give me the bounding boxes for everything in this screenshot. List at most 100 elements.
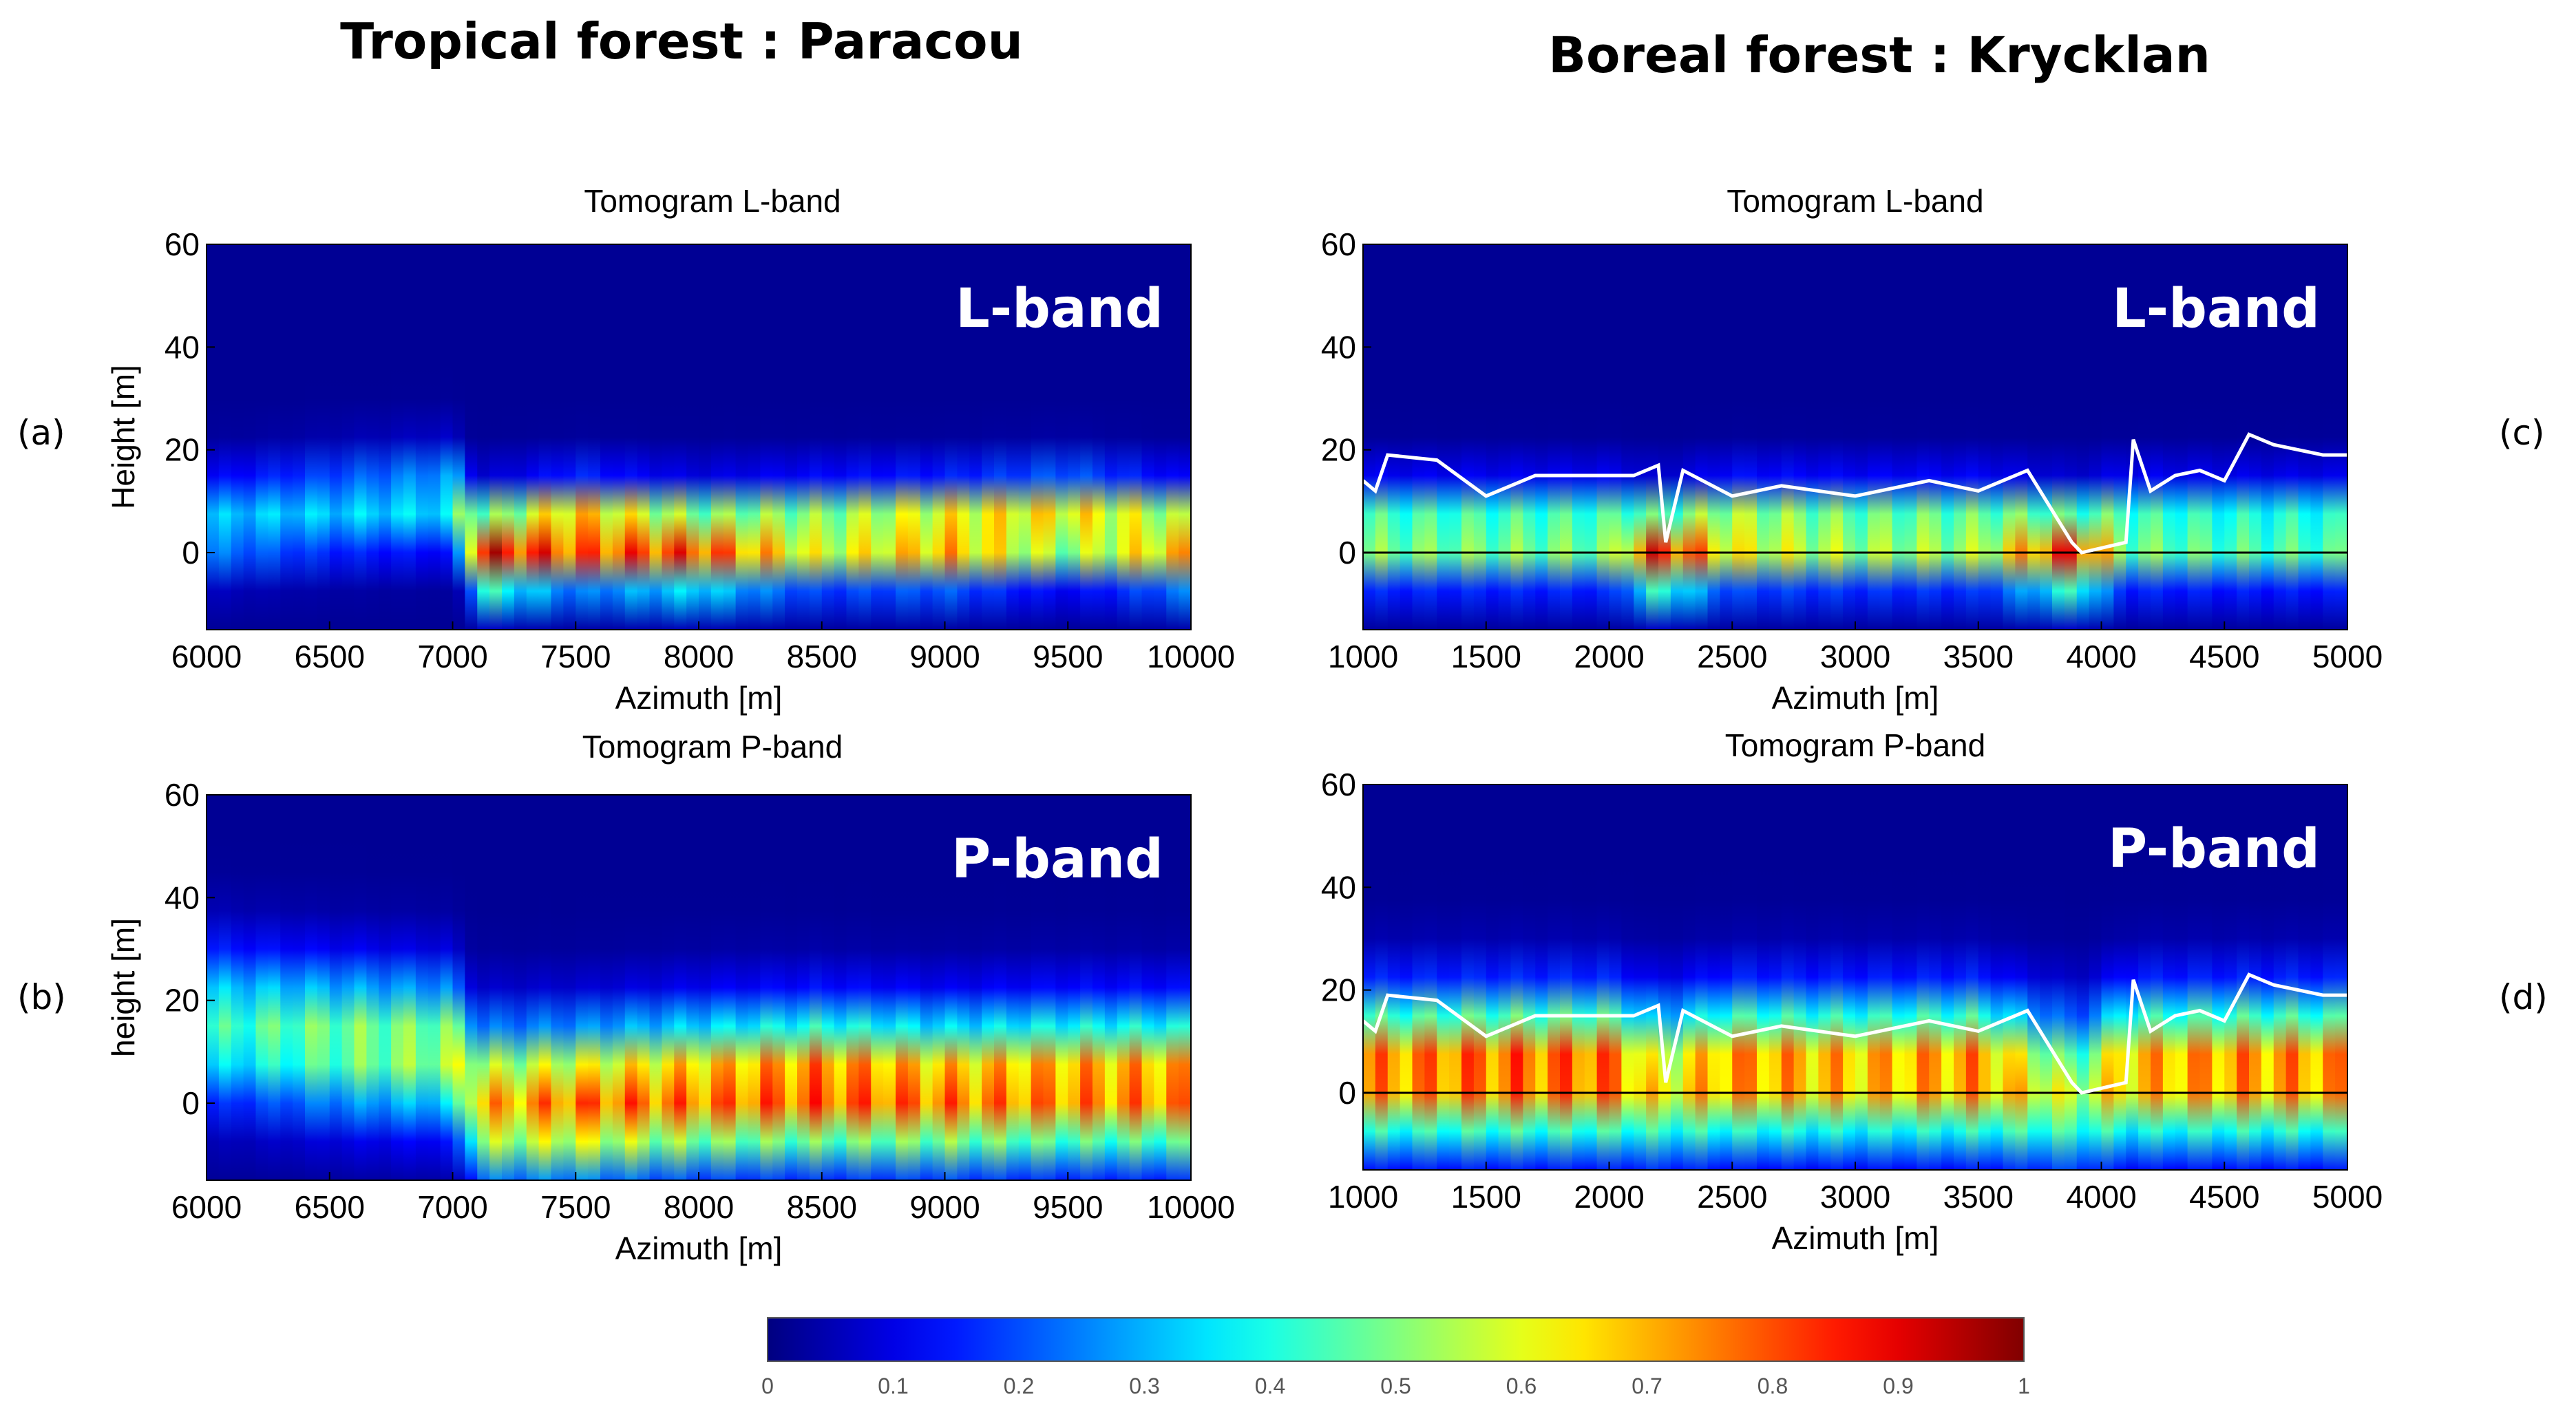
- band-label: P-band: [951, 829, 1163, 890]
- tomogram-column: [809, 795, 823, 1180]
- tomogram-column: [1867, 244, 1881, 630]
- tomogram-column: [1658, 785, 1671, 1170]
- tomogram-column: [1744, 244, 1757, 630]
- tomogram-column: [674, 244, 687, 630]
- tomogram-column: [2089, 785, 2102, 1170]
- tomogram-column: [662, 795, 675, 1180]
- tomogram-column: [674, 795, 687, 1180]
- tomogram-column: [1486, 244, 1499, 630]
- tomogram-column: [883, 244, 896, 630]
- tomogram-column: [2187, 785, 2201, 1170]
- colorbar-tick-label: 0.3: [1129, 1374, 1159, 1398]
- colorbar-tick-label: 1: [2018, 1374, 2030, 1398]
- tomogram-column: [637, 795, 651, 1180]
- tomogram-column: [1375, 244, 1389, 630]
- tomogram-column: [2015, 244, 2029, 630]
- tomogram-column: [1535, 244, 1548, 630]
- tomogram-column: [268, 244, 282, 630]
- tomogram-column: [1363, 244, 1376, 630]
- tomogram-column: [1892, 244, 1905, 630]
- tomogram-column: [280, 244, 293, 630]
- tomogram-column: [1830, 785, 1844, 1170]
- tomogram-column: [1523, 785, 1537, 1170]
- tomogram-column: [2162, 785, 2176, 1170]
- tomogram-column: [243, 244, 257, 630]
- tomogram-column: [871, 244, 884, 630]
- tomogram-column: [1830, 244, 1844, 630]
- tomogram-column: [551, 244, 564, 630]
- x-tick-label: 4000: [2066, 1179, 2136, 1215]
- x-tick-label: 6000: [171, 1189, 242, 1225]
- tomogram-column: [354, 244, 368, 630]
- tomogram-column: [440, 795, 454, 1180]
- tomogram-column: [858, 795, 872, 1180]
- tomogram-column: [1449, 785, 1462, 1170]
- tomogram-column: [1486, 785, 1499, 1170]
- tomogram-column: [723, 795, 737, 1180]
- panel-label-c: (c): [2499, 413, 2545, 453]
- tomogram-column: [699, 244, 712, 630]
- tomogram-column: [649, 244, 663, 630]
- tomogram-column: [1843, 785, 1856, 1170]
- tomogram-column: [403, 795, 416, 1180]
- tomogram-column: [1843, 244, 1856, 630]
- tomogram-column: [2212, 244, 2226, 630]
- tomogram-column: [391, 795, 404, 1180]
- tomogram-column: [612, 795, 626, 1180]
- tomogram-column: [329, 795, 343, 1180]
- tomogram-column: [1548, 244, 1561, 630]
- x-tick-label: 3500: [1943, 639, 2014, 674]
- tomogram-column: [2101, 244, 2115, 630]
- tomogram-column: [1424, 785, 1438, 1170]
- tomogram-column: [440, 244, 454, 630]
- tomogram-column: [1929, 244, 1942, 630]
- tomogram-column: [2003, 244, 2016, 630]
- tomogram-column: [686, 244, 699, 630]
- tomogram-column: [1781, 785, 1795, 1170]
- tomogram-column: [1018, 795, 1032, 1180]
- y-tick-label: 40: [1321, 329, 1356, 365]
- x-tick-label: 3000: [1820, 639, 1890, 674]
- tomogram-column: [1609, 785, 1623, 1170]
- tomogram-column: [1621, 244, 1635, 630]
- tomogram-column: [1031, 244, 1044, 630]
- tomogram-column: [2199, 244, 2213, 630]
- tomogram-column: [920, 244, 933, 630]
- x-tick-label: 2500: [1697, 1179, 1767, 1215]
- tomogram-column: [1141, 244, 1155, 630]
- colorbar-tick-label: 0.4: [1255, 1374, 1285, 1398]
- tomogram-column: [293, 795, 306, 1180]
- tomogram-column: [2310, 785, 2324, 1170]
- y-tick-label: 20: [165, 983, 200, 1018]
- tomogram-column: [1473, 244, 1487, 630]
- header-tropical: Tropical forest : Paracou: [340, 12, 1023, 70]
- tomogram-column: [1179, 795, 1192, 1180]
- tomogram-column: [772, 795, 785, 1180]
- tomogram-column: [982, 795, 995, 1180]
- tomogram-column: [1695, 244, 1709, 630]
- tomogram-column: [465, 795, 478, 1180]
- tomogram-column: [748, 795, 761, 1180]
- tomogram-column: [538, 244, 552, 630]
- tomogram-column: [785, 795, 798, 1180]
- tomogram-column: [1929, 785, 1942, 1170]
- tomogram-column: [1018, 244, 1032, 630]
- tomogram-column: [2101, 785, 2115, 1170]
- tomogram-column: [907, 244, 921, 630]
- tomogram-column: [2212, 785, 2226, 1170]
- tomogram-column: [2175, 244, 2188, 630]
- tomogram-column: [207, 795, 220, 1180]
- tomogram-column: [231, 795, 244, 1180]
- tomogram-a: L-band 6000 6500 7000 7500 8000 8500 9000 9500 10…: [105, 227, 1235, 716]
- tomogram-column: [1043, 244, 1057, 630]
- tomogram-column: [944, 795, 958, 1180]
- tomogram-column: [1781, 244, 1795, 630]
- tomogram-column: [293, 244, 306, 630]
- tomogram-b: P-band 6000 6500 7000 7500 8000 8500 9000 9500 10…: [105, 778, 1235, 1266]
- tomogram-column: [969, 795, 982, 1180]
- tomogram-column: [710, 244, 724, 630]
- tomogram-column: [305, 795, 318, 1180]
- tomogram-column: [649, 795, 663, 1180]
- colorbar-tick-label: 0.8: [1757, 1374, 1788, 1398]
- tomogram-column: [2052, 785, 2065, 1170]
